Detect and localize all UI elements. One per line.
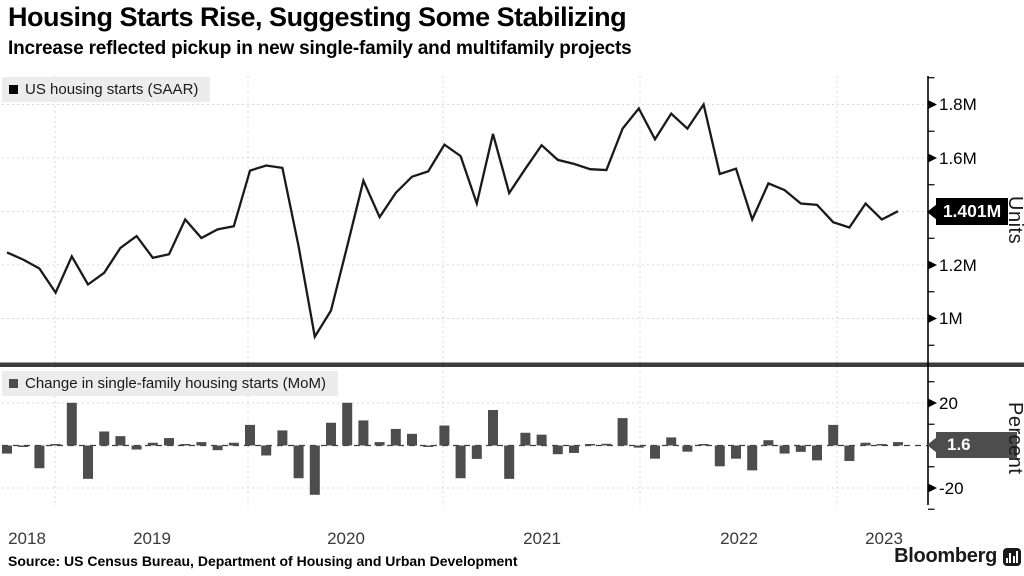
bar-jan-2023 — [844, 445, 855, 462]
bar-nov-2021 — [617, 418, 628, 446]
bar-dec-2019 — [245, 424, 255, 446]
bar-jun-2022 — [731, 445, 741, 459]
mom-change-bars — [2, 402, 903, 495]
bar-feb-2020 — [277, 430, 288, 446]
bar-aug-2022 — [763, 440, 774, 446]
year-label-2018: 2018 — [8, 529, 46, 548]
year-label-2022: 2022 — [720, 529, 758, 548]
bar-sep-2018 — [2, 445, 12, 454]
year-label-2019: 2019 — [133, 529, 171, 548]
bar-dec-2020 — [439, 425, 450, 446]
bar-jul-2021 — [552, 445, 563, 455]
y-tick-arrow — [928, 153, 937, 163]
bar-jul-2022 — [747, 445, 758, 471]
bar-jun-2019 — [147, 442, 158, 446]
bar-jun-2020 — [342, 402, 353, 446]
bar-dec-2018 — [50, 444, 61, 446]
bar-may-2020 — [326, 422, 336, 446]
year-label-2021: 2021 — [523, 529, 561, 548]
bar-feb-2021 — [471, 445, 482, 459]
bar-oct-2021 — [601, 443, 612, 446]
bar-apr-2022 — [698, 444, 709, 446]
bar-jan-2020 — [261, 445, 272, 456]
bar-apr-2020 — [309, 445, 320, 495]
bar-sep-2021 — [585, 444, 596, 446]
bar-mar-2023 — [876, 444, 887, 446]
panel-divider — [0, 362, 1024, 367]
y-tick-1-6m: 1.6M — [939, 149, 977, 168]
legend-swatch-gray — [9, 379, 18, 388]
bar-oct-2020 — [407, 433, 417, 446]
y-tick-1-2m: 1.2M — [939, 256, 977, 275]
percent-axis-label: Percent — [1004, 402, 1024, 475]
bar-oct-2019 — [212, 445, 223, 451]
bar-feb-2019 — [83, 445, 93, 479]
chart-subtitle: Increase reflected pickup in new single-… — [8, 38, 632, 59]
bar-sep-2020 — [390, 428, 401, 446]
y-tick-arrow — [928, 260, 937, 270]
housing-starts-line — [6, 101, 899, 340]
bar-jun-2021 — [536, 434, 547, 446]
bar-nov-2019 — [228, 442, 239, 446]
y-tick-arrow — [928, 314, 937, 323]
year-label-2020: 2020 — [327, 529, 365, 548]
bar-oct-2018 — [18, 445, 29, 447]
y-tick-20: 20 — [939, 394, 958, 413]
bar-sep-2019 — [196, 442, 207, 446]
bloomberg-logo-icon — [1003, 547, 1021, 566]
bar-jan-2022 — [650, 445, 660, 459]
bar-feb-2023 — [860, 442, 871, 446]
legend-label: Change in single-family housing starts (… — [25, 375, 326, 392]
bar-apr-2019 — [115, 436, 126, 446]
y-tick-arrow — [928, 100, 937, 109]
bar-apr-2023 — [893, 442, 903, 446]
y-tick-1m: 1M — [939, 309, 963, 328]
bloomberg-wordmark: Bloomberg — [894, 545, 997, 567]
bar-dec-2021 — [633, 445, 644, 448]
bar-apr-2021 — [504, 445, 515, 479]
bar-jul-2019 — [164, 438, 174, 446]
bar-mar-2019 — [99, 431, 110, 446]
last-value-callout-units: 1.401M — [936, 198, 1008, 225]
legend-swatch-black — [9, 85, 18, 94]
bar-jan-2019 — [66, 402, 77, 446]
bar-aug-2021 — [569, 445, 579, 453]
bar-aug-2019 — [180, 444, 191, 446]
bar-may-2021 — [520, 432, 531, 446]
bar-may-2019 — [131, 445, 142, 450]
bar-mar-2021 — [488, 410, 498, 446]
bar-nov-2018 — [34, 445, 45, 469]
y-tick-arrow — [928, 398, 937, 408]
bar-aug-2020 — [374, 442, 385, 446]
bar-dec-2022 — [828, 424, 839, 446]
units-axis-label: Units — [1004, 196, 1024, 245]
legend-mom-change: Change in single-family housing starts (… — [2, 371, 338, 396]
legend-label: US housing starts (SAAR) — [25, 81, 199, 98]
bar-nov-2022 — [812, 445, 822, 461]
bar-nov-2020 — [423, 445, 434, 447]
legend-housing-starts: US housing starts (SAAR) — [2, 77, 211, 102]
bar-jul-2020 — [358, 420, 369, 446]
bar-jan-2021 — [455, 445, 466, 479]
y-tick-arrow — [928, 483, 937, 493]
source-note: Source: US Census Bureau, Department of … — [8, 553, 518, 569]
year-label-2023: 2023 — [865, 529, 903, 548]
bar-may-2022 — [714, 445, 725, 467]
chart-title: Housing Starts Rise, Suggesting Some Sta… — [8, 2, 627, 32]
bar-sep-2022 — [779, 445, 790, 454]
bloomberg-brand: Bloomberg — [894, 545, 1021, 568]
y-tick-1-8m: 1.8M — [939, 95, 977, 114]
bar-mar-2020 — [293, 445, 304, 479]
y-tick-neg-20: -20 — [939, 479, 964, 498]
bar-oct-2022 — [795, 445, 806, 452]
bar-feb-2022 — [666, 437, 677, 446]
last-value-callout-percent: 1.6 — [936, 432, 1017, 458]
bar-mar-2022 — [682, 445, 693, 452]
